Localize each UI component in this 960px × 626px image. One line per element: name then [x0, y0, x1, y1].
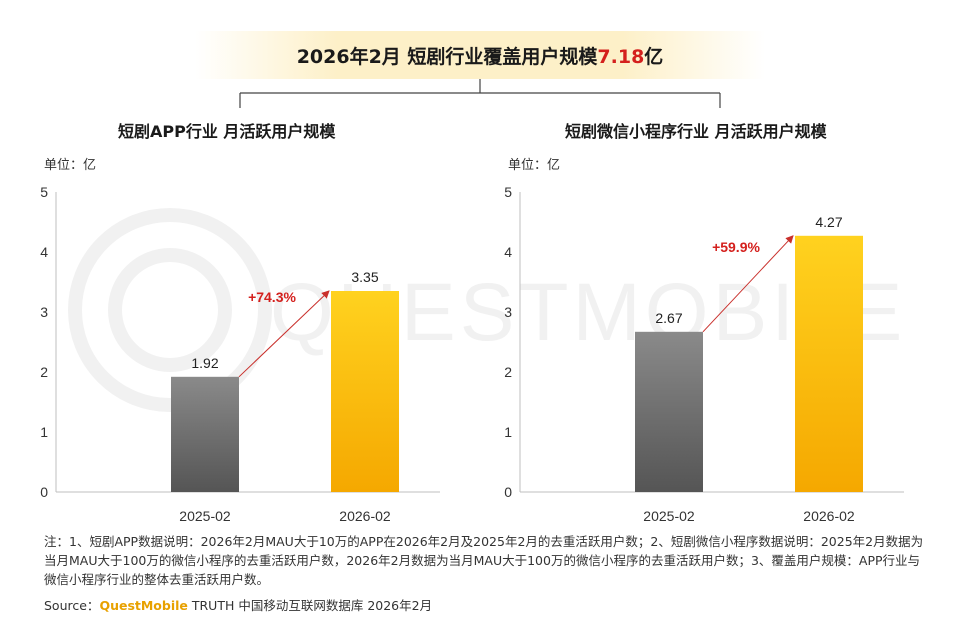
y-tick-label: 0 [504, 484, 512, 500]
chart-app-mau: 0 1 2 3 4 5 1.92 2025-02 3.35 2026-02 +74.3% [40, 184, 440, 524]
source-brand: QuestMobile [99, 598, 188, 613]
chart-miniprogram-mau: 0 1 2 3 4 5 2.67 2025-02 4.27 2026-02 +59.9% [504, 184, 904, 524]
y-tick-label: 0 [40, 484, 48, 500]
data-label: 4.27 [815, 214, 842, 230]
chart-title-miniprogram: 短剧微信小程序行业 月活跃用户规模 [565, 122, 827, 141]
x-tick-label: 2026-02 [803, 508, 855, 524]
y-tick-label: 2 [40, 364, 48, 380]
y-tick-label: 3 [504, 304, 512, 320]
bar-2025-02 [635, 331, 703, 492]
page-title: 2026年2月 短剧行业覆盖用户规模7.18亿 [296, 46, 664, 68]
data-label: 3.35 [351, 269, 378, 285]
y-tick-label: 4 [504, 244, 512, 260]
y-tick-label: 1 [40, 424, 48, 440]
y-tick-label: 5 [504, 184, 512, 200]
y-tick-label: 5 [40, 184, 48, 200]
data-label: 1.92 [191, 355, 218, 371]
unit-label-miniprogram: 单位：亿 [508, 158, 561, 173]
x-tick-label: 2026-02 [339, 508, 391, 524]
unit-label-app: 单位：亿 [44, 158, 97, 173]
title-banner [195, 31, 765, 79]
growth-arrow [702, 235, 794, 333]
growth-label: +74.3% [248, 289, 296, 305]
chart-title-app: 短剧APP行业 月活跃用户规模 [118, 122, 336, 141]
bar-2025-02 [171, 376, 239, 492]
bar-2026-02 [795, 235, 863, 493]
data-label: 2.67 [655, 310, 682, 326]
growth-arrow [238, 290, 330, 378]
x-tick-label: 2025-02 [643, 508, 695, 524]
y-tick-label: 1 [504, 424, 512, 440]
y-tick-label: 3 [40, 304, 48, 320]
growth-label: +59.9% [712, 239, 760, 255]
source-line: Source：QuestMobile TRUTH 中国移动互联网数据库 2026… [44, 598, 433, 613]
x-tick-label: 2025-02 [179, 508, 231, 524]
footnote: 注：1、短剧APP数据说明：2026年2月MAU大于10万的APP在2026年2… [44, 534, 924, 587]
bar-2026-02 [331, 291, 399, 492]
y-tick-label: 2 [504, 364, 512, 380]
y-tick-label: 4 [40, 244, 48, 260]
title-value: 7.18 [597, 46, 645, 68]
